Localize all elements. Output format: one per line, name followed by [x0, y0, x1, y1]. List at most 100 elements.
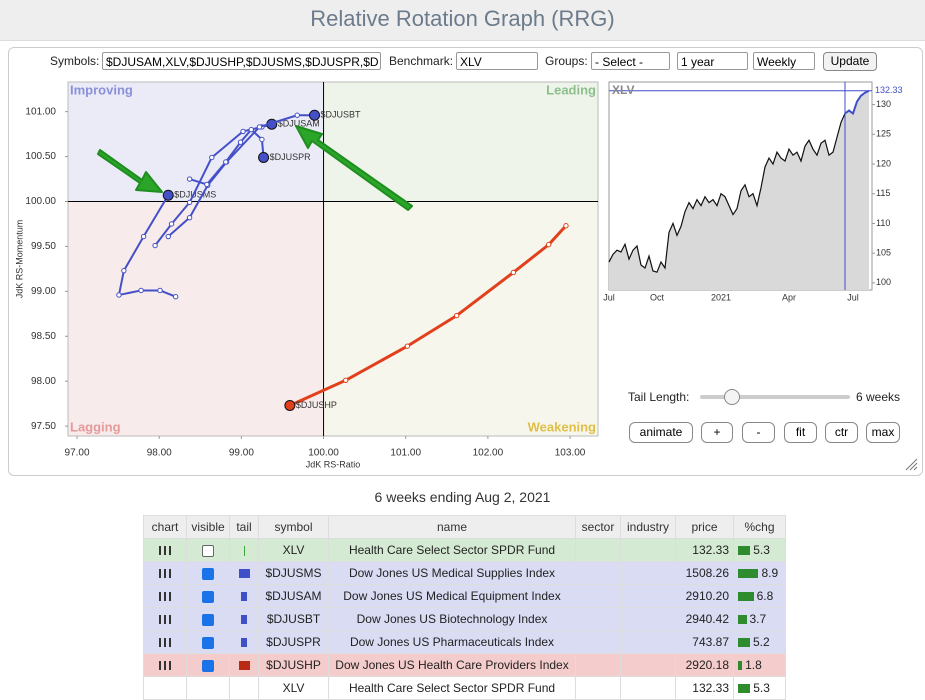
visible-cell — [186, 584, 230, 608]
control-button[interactable]: + — [701, 422, 733, 443]
chg-value: 8.9 — [761, 566, 779, 580]
chart-icon[interactable] — [159, 615, 171, 625]
tail-swatch — [241, 638, 247, 648]
chart-cell — [143, 653, 187, 677]
control-button[interactable]: animate — [629, 422, 693, 443]
price-line — [608, 113, 846, 273]
table-caption: 6 weeks ending Aug 2, 2021 — [374, 489, 551, 505]
y-tick-label: 105 — [876, 248, 891, 258]
tail-cell — [229, 538, 259, 562]
price-cell: 743.87 — [675, 630, 734, 654]
symbols-label: Symbols: — [50, 54, 100, 68]
symbols-input[interactable]: $DJUSAM,XLV,$DJUSHP,$DJUSMS,$DJUSPR,$D — [102, 52, 381, 70]
x-tick-label: 99.00 — [229, 448, 254, 459]
series-label: $DJUSHP — [296, 400, 337, 410]
y-tick-label: 101.00 — [25, 106, 56, 117]
chart-cell — [143, 607, 187, 631]
chg-bar — [738, 684, 751, 694]
tail-length-label: Tail Length: — [628, 390, 690, 404]
tail-point — [248, 126, 254, 133]
tail-point — [240, 128, 246, 135]
x-tick-label: 97.00 — [65, 448, 90, 459]
industry-cell — [620, 607, 676, 631]
update-button[interactable]: Update — [823, 52, 877, 71]
frequency-select[interactable]: Weekly — [753, 52, 815, 70]
charts: Improving Leading Lagging Weakening 97.00 98.… — [14, 81, 918, 471]
tail-cell — [229, 653, 259, 677]
name-cell: Dow Jones US Medical Supplies Index — [328, 561, 576, 585]
y-tick-label: 110 — [876, 218, 890, 228]
y-tick-label: 99.00 — [31, 286, 56, 297]
panel — [8, 47, 923, 476]
y-tick-label: 120 — [876, 158, 891, 168]
tail-point — [116, 292, 122, 298]
x-tick-label: Apr — [782, 292, 796, 302]
chg-bar — [738, 615, 747, 625]
series-label: $DJUSAM — [278, 119, 320, 129]
tail-cell — [229, 676, 259, 700]
chart-icon[interactable] — [159, 592, 171, 602]
sector-cell — [575, 538, 621, 562]
chg-value: 5.3 — [753, 681, 770, 695]
chart-cell — [143, 561, 187, 585]
chg-value: 5.2 — [752, 635, 770, 649]
price-cell: 132.33 — [675, 676, 734, 700]
chg-bar — [738, 661, 743, 671]
head-point — [284, 399, 296, 411]
control-button[interactable]: ctr — [825, 422, 858, 443]
slider-track[interactable] — [700, 395, 850, 399]
control-button[interactable]: fit — [784, 422, 817, 443]
arrow — [295, 125, 413, 211]
visible-checkbox[interactable] — [202, 567, 214, 580]
chart-icon[interactable] — [159, 569, 171, 579]
chart-icon[interactable] — [159, 661, 171, 671]
chart-icon[interactable] — [159, 546, 171, 556]
visible-cell — [186, 561, 230, 585]
tail-point — [121, 267, 127, 274]
industry-cell — [620, 584, 676, 608]
period-select[interactable]: 1 year — [677, 52, 748, 70]
quadrant-label: Lagging — [70, 419, 121, 434]
visible-checkbox[interactable] — [202, 544, 214, 557]
tail-point — [157, 287, 163, 294]
y-tick-label: 100.50 — [25, 151, 56, 162]
tail-point — [343, 377, 349, 383]
visible-checkbox[interactable] — [202, 613, 214, 626]
x-tick-label: 2021 — [711, 292, 731, 302]
x-tick-label: 101.00 — [390, 448, 421, 459]
tail-swatch — [241, 592, 247, 602]
industry-cell — [620, 538, 676, 562]
visible-checkbox[interactable] — [202, 636, 214, 649]
tail-point — [404, 343, 411, 349]
chart-cell — [143, 538, 187, 562]
benchmark-input[interactable]: XLV — [456, 52, 538, 70]
control-button[interactable]: max — [866, 422, 900, 443]
plot-frame — [67, 81, 599, 437]
control-button[interactable]: - — [742, 422, 775, 443]
chart-cell — [143, 676, 187, 700]
header-cell: visible — [186, 515, 230, 539]
price-cell: 2920.18 — [675, 653, 734, 677]
slider-knob[interactable] — [724, 389, 740, 405]
chg-cell: 5.3 — [733, 676, 786, 700]
symbol-cell: XLV — [258, 538, 329, 562]
visible-cell — [186, 653, 230, 677]
tail-cell — [229, 607, 259, 631]
visible-checkbox[interactable] — [202, 659, 214, 672]
page-title: Relative Rotation Graph (RRG) — [310, 6, 615, 31]
tail-cell — [229, 630, 259, 654]
tail-swatch — [243, 545, 245, 556]
industry-cell — [620, 561, 676, 585]
tail-point — [510, 269, 517, 276]
y-tick-label: 125 — [876, 129, 891, 139]
tail-point — [259, 136, 265, 143]
price-cell: 2940.42 — [675, 607, 734, 631]
visible-cell — [186, 538, 230, 562]
visible-checkbox[interactable] — [202, 590, 214, 603]
tail-point — [186, 176, 193, 182]
groups-label: Groups: — [545, 54, 588, 68]
name-cell: Dow Jones US Health Care Providers Index — [328, 653, 576, 677]
chart-icon[interactable] — [159, 638, 171, 648]
groups-select[interactable]: - Select - — [591, 52, 670, 70]
symbol-cell: $DJUSAM — [258, 584, 329, 608]
